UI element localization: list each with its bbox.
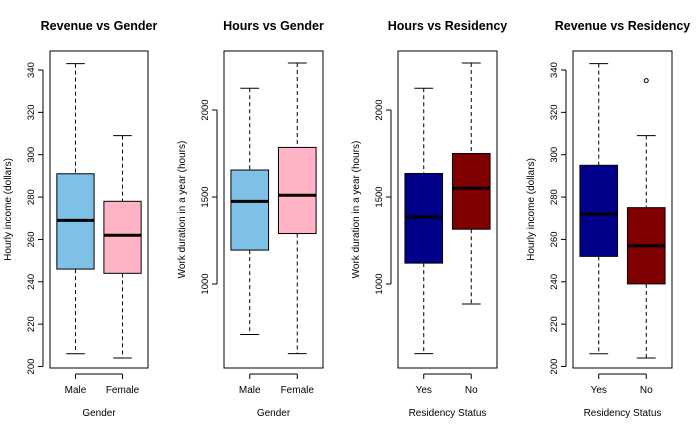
- y-tick-label: 340: [26, 62, 37, 78]
- plot-frame: [223, 50, 324, 369]
- y-tick-label: 200: [26, 359, 37, 375]
- y-tick-label: 300: [26, 147, 37, 163]
- y-axis-label: Hourly income (dollars): [526, 158, 537, 261]
- x-tick-label: Yes: [591, 385, 607, 396]
- box-body: [277, 146, 317, 235]
- box-body: [451, 153, 491, 230]
- x-axis-label: Gender: [257, 408, 291, 419]
- y-tick-label: 220: [549, 316, 560, 332]
- y-tick-label: 1000: [374, 273, 385, 294]
- chart-panel-3: Hours vs Residency 1000 1500 2000 Work durat…: [351, 19, 507, 419]
- chart-title: Hours vs Residency: [388, 19, 508, 33]
- y-tick-label: 320: [549, 104, 560, 120]
- chart-title: Hours vs Gender: [223, 19, 324, 33]
- y-tick-label: 300: [549, 147, 560, 163]
- chart-panel-4: Revenue vs Residency 200 220 240 260 280 300 32…: [526, 19, 690, 419]
- chart-panel-2: Hours vs Gender 1000 1500 2000 Work duration…: [177, 19, 324, 419]
- y-tick-label: 1500: [374, 186, 385, 207]
- x-tick-label: Female: [106, 385, 140, 396]
- y-tick-label: 2000: [374, 99, 385, 120]
- chart-panel-1: Revenue vs Gender 200 220 240 260 280 300 320 34…: [3, 19, 157, 419]
- plot-frame: [397, 50, 498, 369]
- x-axis-label: Residency Status: [584, 408, 662, 419]
- plot-frame: [49, 50, 149, 369]
- y-tick-label: 340: [549, 62, 560, 78]
- x-tick-label: Female: [281, 385, 315, 396]
- box-body: [103, 200, 142, 274]
- y-tick-label: 220: [26, 316, 37, 332]
- plot-frame: [572, 50, 673, 369]
- x-tick-label: No: [465, 385, 478, 396]
- x-axis-label: Gender: [82, 408, 116, 419]
- y-tick-label: 240: [549, 274, 560, 290]
- chart-title: Revenue vs Gender: [41, 19, 158, 33]
- x-axis-label: Residency Status: [409, 408, 487, 419]
- chart-title: Revenue vs Residency: [555, 19, 691, 33]
- box-body: [579, 164, 619, 257]
- y-tick-label: 260: [26, 231, 37, 247]
- y-axis-label: Work duration in a year (hours): [177, 141, 188, 279]
- y-tick-label: 280: [549, 189, 560, 205]
- y-tick-label: 1500: [200, 186, 211, 207]
- x-tick-label: Male: [65, 385, 87, 396]
- y-tick-label: 280: [26, 189, 37, 205]
- y-tick-label: 240: [26, 274, 37, 290]
- box-body: [230, 169, 270, 251]
- y-tick-label: 320: [26, 104, 37, 120]
- x-tick-label: No: [640, 385, 653, 396]
- y-axis-label: Hourly income (dollars): [3, 158, 14, 261]
- y-tick-label: 200: [549, 359, 560, 375]
- outlier-point: [643, 78, 649, 84]
- y-tick-label: 260: [549, 231, 560, 247]
- y-axis-label: Work duration in a year (hours): [351, 141, 362, 279]
- x-tick-label: Male: [239, 385, 261, 396]
- y-tick-label: 2000: [200, 99, 211, 120]
- y-tick-label: 1000: [200, 273, 211, 294]
- x-tick-label: Yes: [416, 385, 432, 396]
